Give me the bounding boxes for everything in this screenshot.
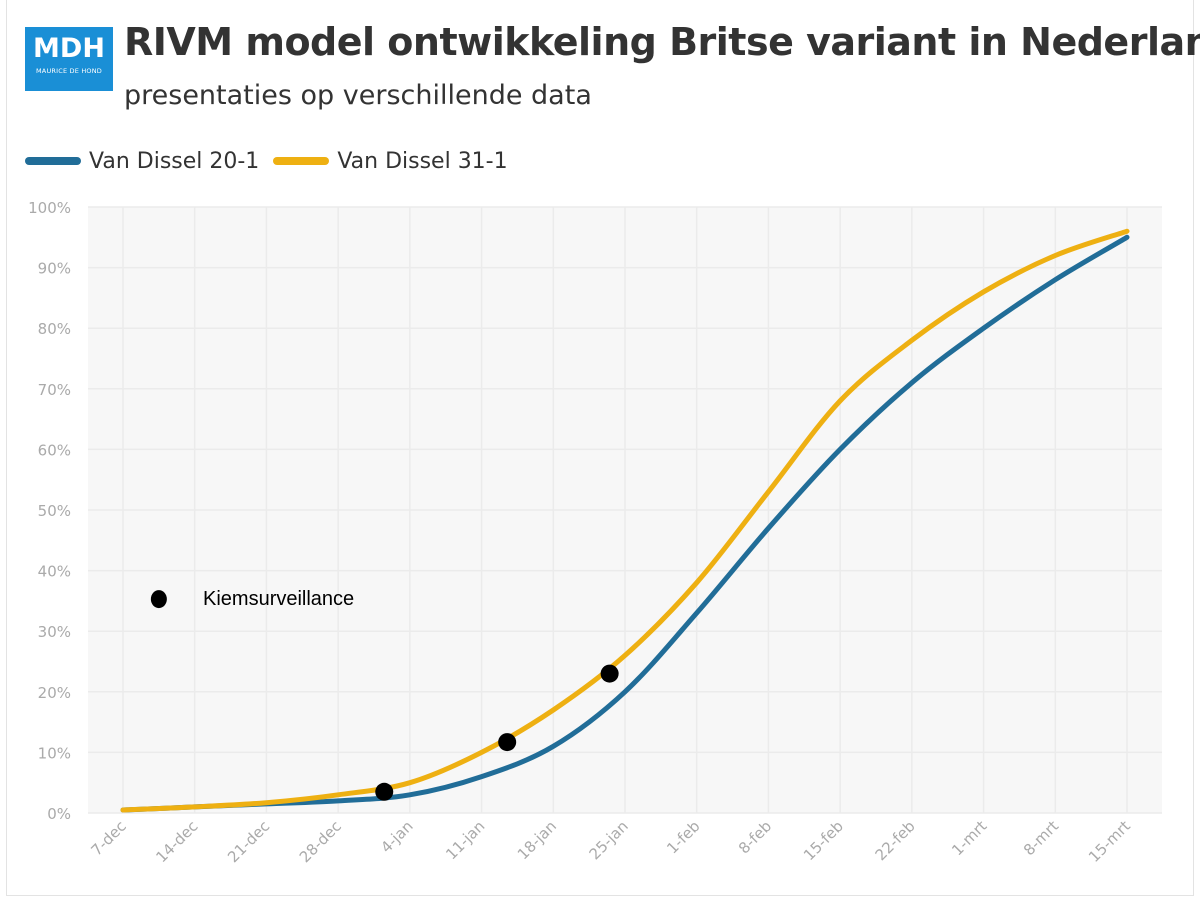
kiemsurveillance-marker-2 [498, 733, 517, 752]
x-tick-label: 18-jan [514, 817, 560, 863]
y-tick-label: 80% [38, 320, 71, 338]
y-tick-label: 20% [38, 684, 71, 702]
y-tick-label: 90% [38, 260, 71, 278]
x-tick-label: 8-mrt [1020, 817, 1062, 859]
y-tick-label: 60% [38, 441, 71, 459]
legend-swatch-series-2 [273, 157, 330, 165]
logo-text: MDH [33, 33, 105, 64]
x-tick-label: 1-feb [663, 817, 703, 857]
legend-label-series-1: Van Dissel 20-1 [89, 148, 260, 174]
x-tick-label: 21-dec [224, 817, 273, 866]
x-tick-label: 22-feb [872, 817, 919, 864]
y-tick-label: 30% [38, 623, 71, 641]
logo-subtext: MAURICE DE HOND [35, 67, 102, 75]
x-tick-label: 15-feb [800, 817, 847, 864]
x-tick-label: 15-mrt [1085, 817, 1134, 866]
kiemsurveillance-legend-marker [150, 590, 167, 609]
chart-title: RIVM model ontwikkeling Britse variant i… [124, 20, 1200, 64]
kiemsurveillance-marker-1 [375, 782, 394, 801]
legend: Van Dissel 20-1 Van Dissel 31-1 [25, 146, 522, 176]
y-tick-label: 0% [47, 805, 71, 823]
legend-item-series-2[interactable]: Van Dissel 31-1 [273, 148, 508, 174]
mdh-logo: MDH MAURICE DE HOND [25, 27, 113, 91]
y-tick-label: 70% [38, 381, 71, 399]
x-tick-label: 4-jan [377, 817, 416, 856]
series-line-2 [120, 228, 1130, 813]
y-tick-label: 10% [38, 744, 71, 762]
legend-swatch-series-1 [25, 157, 81, 165]
legend-label-series-2: Van Dissel 31-1 [337, 148, 508, 174]
kiemsurveillance-marker-3 [600, 664, 619, 683]
legend-item-series-1[interactable]: Van Dissel 20-1 [25, 149, 259, 174]
kiemsurveillance-legend-label: Kiemsurveillance [203, 588, 354, 610]
x-tick-label: 14-dec [152, 817, 201, 866]
series-line-1 [120, 234, 1130, 813]
x-tick-label: 7-dec [87, 817, 129, 859]
x-tick-label: 28-dec [296, 817, 345, 866]
y-tick-label: 40% [38, 563, 71, 581]
chart-subtitle: presentaties op verschillende data [124, 80, 592, 111]
y-tick-label: 50% [38, 502, 71, 520]
x-tick-label: 1-mrt [948, 817, 990, 859]
x-tick-label: 11-jan [442, 817, 488, 863]
x-tick-label: 25-jan [586, 817, 632, 863]
y-tick-label: 100% [28, 199, 71, 217]
x-tick-label: 8-feb [735, 817, 775, 857]
chart-frame [6, 0, 1194, 896]
